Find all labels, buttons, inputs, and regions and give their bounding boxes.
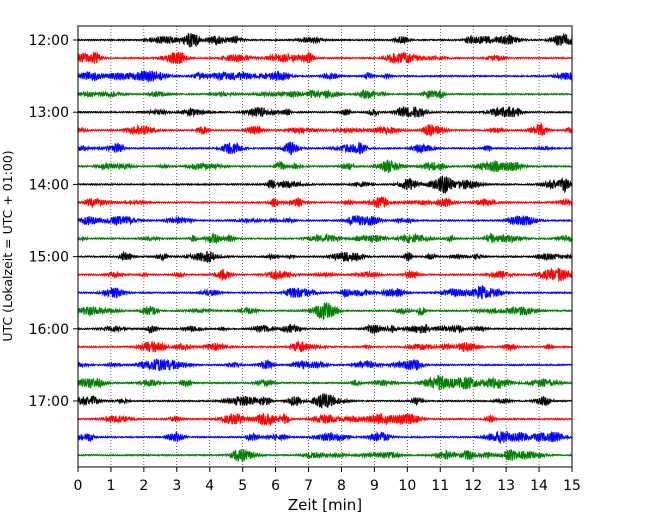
trace-line bbox=[77, 393, 573, 409]
trace-line bbox=[77, 430, 573, 445]
y-tick-label: 16:00 bbox=[29, 322, 69, 338]
seismogram-traces bbox=[77, 32, 573, 463]
x-tick-label: 10 bbox=[398, 478, 416, 494]
x-axis-label: Zeit [min] bbox=[288, 496, 362, 514]
x-tick-label: 3 bbox=[172, 478, 181, 494]
x-tick-label: 2 bbox=[139, 478, 148, 494]
trace-line bbox=[77, 51, 573, 65]
x-tick-label: 4 bbox=[205, 478, 214, 494]
x-tick-label: 5 bbox=[238, 478, 247, 494]
trace-line bbox=[77, 448, 573, 463]
trace-line bbox=[77, 267, 573, 282]
x-tick-label: 8 bbox=[337, 478, 346, 494]
x-tick-label: 14 bbox=[530, 478, 548, 494]
plot-frame bbox=[77, 25, 573, 468]
y-tick-label: 17:00 bbox=[29, 394, 69, 410]
trace-line bbox=[77, 70, 573, 84]
x-tick-label: 11 bbox=[431, 478, 449, 494]
x-tick-label: 12 bbox=[464, 478, 482, 494]
x-tick-label: 9 bbox=[370, 478, 379, 494]
trace-line bbox=[77, 302, 573, 321]
y-tick-label: 12:00 bbox=[29, 33, 69, 49]
y-axis-ticks: 12:00 13:00 14:00 15:00 16:00 17:00 bbox=[29, 33, 78, 410]
trace-line bbox=[77, 358, 573, 372]
trace-line bbox=[77, 175, 573, 194]
trace-line bbox=[77, 141, 573, 156]
x-tick-label: 0 bbox=[74, 478, 83, 494]
trace-line bbox=[77, 106, 573, 118]
y-tick-label: 14:00 bbox=[29, 177, 69, 193]
trace-line bbox=[77, 215, 573, 227]
x-tick-label: 7 bbox=[304, 478, 313, 494]
trace-line bbox=[77, 284, 573, 300]
trace-line bbox=[77, 412, 573, 427]
trace-line bbox=[77, 323, 573, 336]
trace-line bbox=[77, 122, 573, 138]
trace-line bbox=[77, 340, 573, 353]
x-tick-label: 13 bbox=[497, 478, 515, 494]
trace-line bbox=[77, 374, 573, 391]
trace-line bbox=[77, 231, 573, 245]
trace-line bbox=[77, 196, 573, 210]
x-tick-label: 1 bbox=[106, 478, 115, 494]
y-tick-label: 13:00 bbox=[29, 105, 69, 121]
trace-line bbox=[77, 32, 573, 48]
x-tick-label: 15 bbox=[563, 478, 581, 494]
x-axis-ticks: 0 1 2 3 4 5 6 7 8 9 10 11 12 13 14 15 bbox=[74, 467, 581, 494]
x-tick-label: 6 bbox=[271, 478, 280, 494]
trace-line bbox=[77, 250, 573, 263]
y-axis-label: UTC (Lokalzeit = UTC + 01:00) bbox=[0, 150, 15, 341]
y-tick-label: 15:00 bbox=[29, 250, 69, 266]
trace-line bbox=[77, 88, 573, 100]
trace-line bbox=[77, 159, 573, 174]
